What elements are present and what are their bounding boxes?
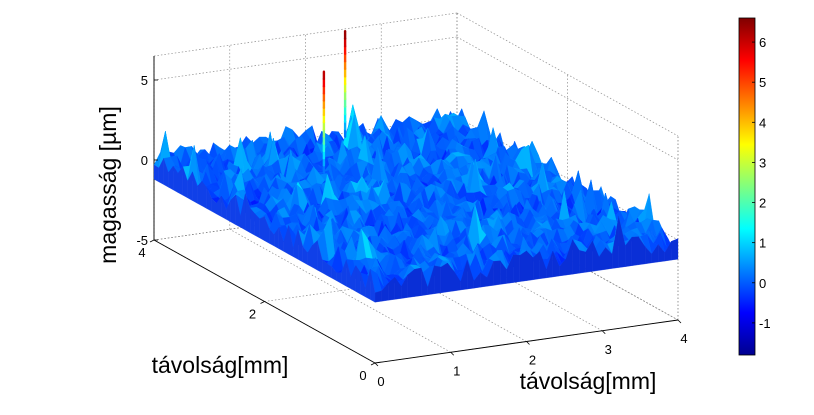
y-axis-ticks: 0 2 4 — [138, 239, 376, 383]
z-axis-ticks: -5 0 5 — [136, 73, 158, 248]
colorbar-gradient — [738, 17, 756, 356]
x-tick-mark — [677, 319, 682, 324]
surface-spikes — [322, 29, 347, 174]
surface-edge — [579, 250, 586, 274]
colorbar-tick-label: 3 — [759, 155, 766, 170]
colorbar-tick-label: 6 — [759, 35, 766, 50]
surface-edge — [259, 216, 265, 241]
surface-edge — [230, 194, 236, 225]
surface-edge — [434, 265, 442, 294]
x-tick-label: 4 — [680, 331, 687, 346]
z-tick-label: -5 — [136, 233, 148, 248]
surface-edge — [153, 164, 159, 183]
colorbar-tick-label: 4 — [759, 115, 766, 130]
surface-edge — [631, 236, 639, 266]
y-tick-mark — [260, 301, 265, 304]
y-tick-label: 4 — [138, 245, 145, 260]
z-tick-label: 0 — [141, 153, 148, 168]
surface-edge — [513, 254, 521, 283]
x-tick-label: 2 — [529, 353, 536, 368]
y-tick-mark — [370, 362, 376, 366]
grid-line — [456, 36, 679, 161]
colorbar-tick-label: 1 — [759, 236, 766, 251]
colorbar: -1 0 1 2 3 4 5 6 — [738, 17, 771, 356]
x-tick-mark — [450, 351, 455, 356]
grid-line — [456, 12, 679, 137]
x-tick-label: 0 — [377, 374, 384, 389]
y-tick-label: 0 — [359, 368, 366, 383]
y-tick-mark — [149, 239, 155, 243]
surface-edge — [519, 250, 527, 282]
surface-edge — [374, 290, 382, 303]
colorbar-ticks: -1 0 1 2 3 4 5 6 — [752, 35, 771, 331]
grid-line — [229, 228, 451, 353]
colorbar-tick-label: 2 — [759, 196, 766, 211]
surface-edge — [414, 267, 422, 297]
x-tick-label: 3 — [605, 342, 612, 357]
x-axis-label: távolság[mm] — [520, 368, 657, 394]
surface — [153, 104, 679, 303]
z-axis-label: magasság [µm] — [95, 106, 121, 264]
y-axis-label: távolság[mm] — [152, 352, 289, 378]
x-axis-ticks: 0 1 2 3 4 — [374, 319, 688, 389]
x-tick-mark — [601, 330, 606, 335]
x-tick-label: 1 — [453, 363, 460, 378]
colorbar-tick-label: 0 — [759, 276, 766, 291]
x-tick-mark — [526, 341, 530, 345]
colorbar-tick-label: -1 — [759, 316, 771, 331]
surface-edge — [312, 240, 318, 271]
surface-edge — [671, 238, 679, 261]
surface-edge — [440, 262, 448, 294]
surface-edge — [336, 272, 342, 284]
x-tick-mark — [374, 362, 379, 367]
surface-edge — [493, 260, 501, 286]
z-tick-label: 5 — [141, 73, 148, 88]
y-tick-label: 2 — [249, 307, 256, 322]
colorbar-tick-label: 5 — [759, 75, 766, 90]
